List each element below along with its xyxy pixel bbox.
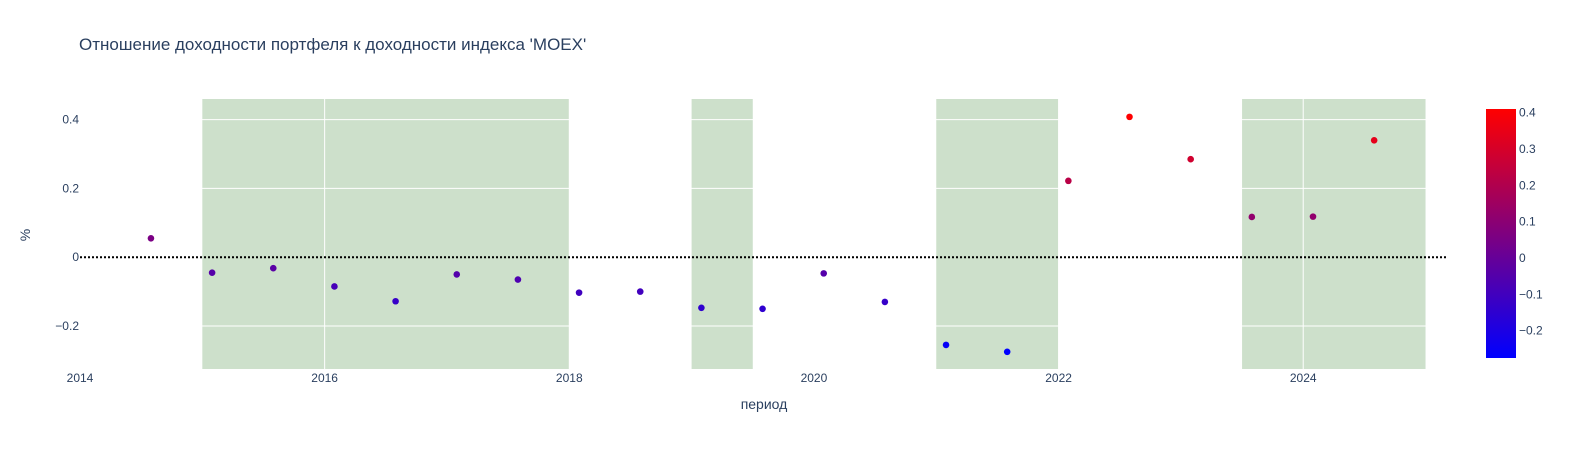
data-point <box>1370 136 1378 144</box>
shaded-period <box>1242 99 1426 369</box>
data-point <box>1309 213 1317 220</box>
colorbar-tick-label: 0.2 <box>1519 178 1536 192</box>
colorbar-gradient <box>1486 109 1516 358</box>
data-points <box>147 113 1378 356</box>
data-point <box>636 288 644 295</box>
colorbar-tick-label: 0.4 <box>1519 106 1536 120</box>
y-axis-label: % <box>17 229 33 241</box>
data-point <box>392 297 399 305</box>
shaded-period <box>936 99 1059 369</box>
colorbar-tick-label: 0.3 <box>1519 142 1536 156</box>
data-point <box>575 289 583 296</box>
colorbar-tick-label: −0.1 <box>1519 287 1543 301</box>
x-tick-label: 2024 <box>1290 371 1317 385</box>
data-point <box>453 271 461 278</box>
x-axis-ticks: 2014 2016 2018 2020 2022 2024 <box>67 371 1317 385</box>
y-tick-label: 0.2 <box>62 181 79 195</box>
colorbar: 0.4 0.3 0.2 0.1 0 −0.1 −0.2 <box>1486 106 1543 358</box>
shaded-periods <box>202 99 1426 369</box>
data-point <box>1126 113 1133 121</box>
chart-title: Отношение доходности портфеля к доходнос… <box>79 35 586 54</box>
data-point <box>331 283 338 290</box>
y-tick-label: 0 <box>72 250 79 264</box>
x-tick-label: 2020 <box>801 371 828 385</box>
x-tick-label: 2016 <box>311 371 338 385</box>
data-point <box>208 269 216 276</box>
y-tick-label: 0.4 <box>62 113 79 127</box>
data-point <box>1003 348 1011 356</box>
data-point <box>269 264 277 272</box>
y-axis-ticks: 0.4 0.2 0 −0.2 <box>55 113 79 333</box>
x-axis-label: период <box>741 396 788 412</box>
shaded-period <box>691 99 753 369</box>
x-tick-label: 2022 <box>1045 371 1072 385</box>
data-point <box>820 270 828 277</box>
shaded-period <box>202 99 570 369</box>
data-point <box>1248 213 1256 221</box>
data-point <box>514 276 522 283</box>
x-tick-label: 2014 <box>67 371 94 385</box>
x-tick-label: 2018 <box>556 371 583 385</box>
y-tick-label: −0.2 <box>55 319 79 333</box>
data-point <box>759 305 766 313</box>
colorbar-tick-label: −0.2 <box>1519 324 1543 338</box>
data-point <box>881 298 889 306</box>
data-point <box>1065 177 1072 185</box>
colorbar-ticks: 0.4 0.3 0.2 0.1 0 −0.1 −0.2 <box>1519 106 1543 338</box>
data-point <box>942 341 950 349</box>
data-point <box>1187 155 1194 163</box>
colorbar-tick-label: 0.1 <box>1519 215 1536 229</box>
gridlines <box>79 99 1450 369</box>
data-point <box>698 304 705 312</box>
colorbar-tick-label: 0 <box>1519 251 1526 265</box>
data-point <box>147 234 155 242</box>
